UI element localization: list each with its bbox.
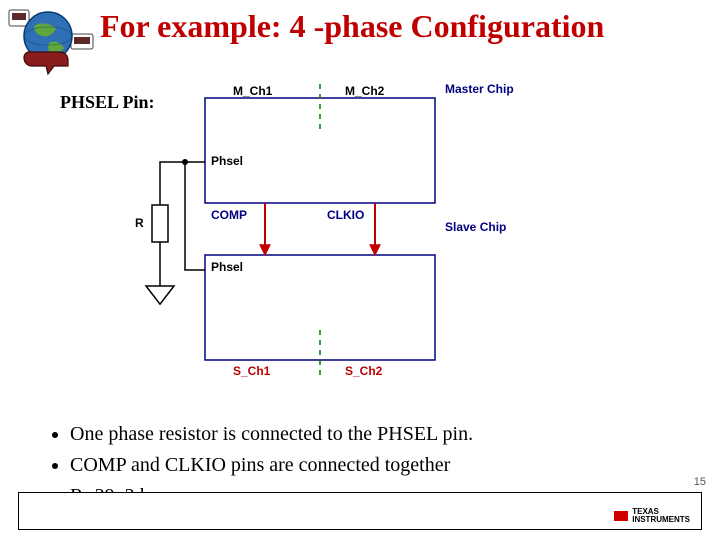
diagram-label: M_Ch1 xyxy=(233,84,272,98)
diagram-label: Phsel xyxy=(211,260,243,274)
footer-bar xyxy=(18,492,702,530)
diagram-label: Phsel xyxy=(211,154,243,168)
diagram-label: R xyxy=(135,216,144,230)
bullet-item: COMP and CLKIO pins are connected togeth… xyxy=(70,451,690,480)
diagram-label: Master Chip xyxy=(445,82,514,96)
ti-logo-text: TEXASINSTRUMENTS xyxy=(632,508,690,524)
page-number: 15 xyxy=(694,476,706,488)
diagram-label: S_Ch1 xyxy=(233,364,270,378)
bullet-item: One phase resistor is connected to the P… xyxy=(70,420,690,449)
diagram-label: M_Ch2 xyxy=(345,84,384,98)
ti-logo: TEXASINSTRUMENTS xyxy=(614,508,690,524)
diagram-label: CLKIO xyxy=(327,208,364,222)
ti-chip-icon xyxy=(614,511,628,521)
diagram-label: Slave Chip xyxy=(445,220,506,234)
master-chip xyxy=(205,98,435,203)
slide-title: For example: 4 -phase Configuration xyxy=(100,8,710,45)
slide-root: For example: 4 -phase Configuration PHSE… xyxy=(0,0,720,540)
slide-icon xyxy=(6,6,96,76)
diagram-label: COMP xyxy=(211,208,247,222)
diagram-label: S_Ch2 xyxy=(345,364,382,378)
phase-config-diagram: M_Ch1 M_Ch2 Master Chip Phsel COMP CLKIO Slave… xyxy=(115,80,515,380)
